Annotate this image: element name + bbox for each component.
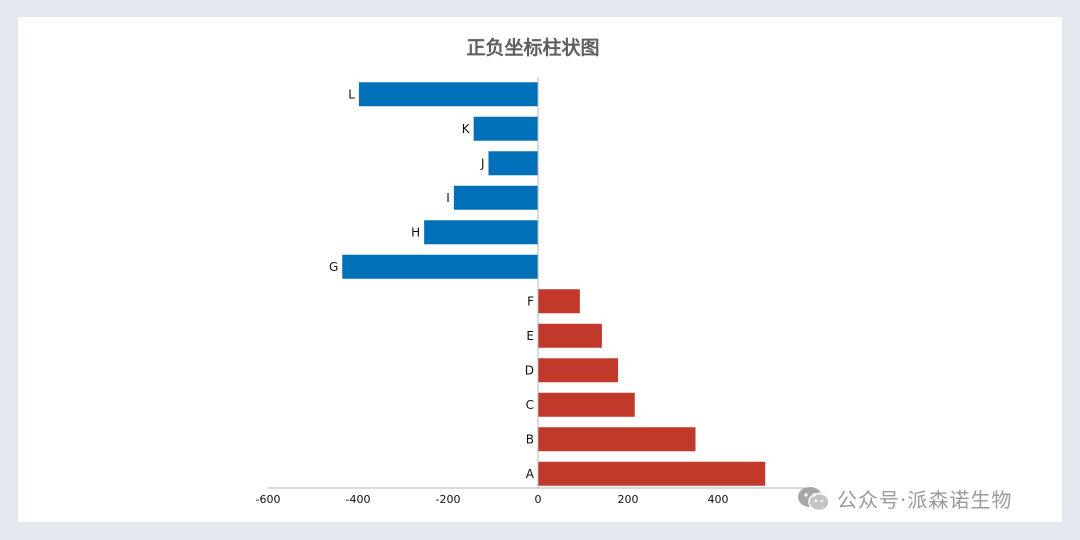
category-label-K: K bbox=[462, 122, 471, 136]
x-tick-label: 200 bbox=[618, 493, 639, 506]
bar-G bbox=[342, 254, 538, 279]
bar-A bbox=[538, 461, 766, 486]
category-label-F: F bbox=[527, 294, 534, 308]
category-label-B: B bbox=[526, 432, 534, 446]
category-label-I: I bbox=[446, 191, 450, 205]
x-tick-label: -400 bbox=[346, 493, 371, 506]
category-label-D: D bbox=[525, 363, 534, 377]
bar-K bbox=[473, 116, 538, 141]
bar-H bbox=[424, 220, 538, 245]
chart-panel: 正负坐标柱状图 A B C D E F G H I J K L -600 -400 -200 0 200 400… bbox=[18, 17, 1062, 522]
category-label-L: L bbox=[348, 87, 355, 101]
bar-D bbox=[538, 358, 619, 383]
bar-chart: 正负坐标柱状图 A B C D E F G H I J K L -600 -400 -200 0 200 400… bbox=[256, 36, 815, 506]
watermark-text: 公众号·派森诺生物 bbox=[837, 488, 1013, 512]
category-label-A: A bbox=[526, 467, 535, 481]
watermark: 公众号·派森诺生物 bbox=[797, 484, 1012, 513]
bar-F bbox=[538, 289, 580, 314]
category-label-J: J bbox=[480, 156, 485, 170]
chart-title: 正负坐标柱状图 bbox=[466, 36, 599, 59]
bar-C bbox=[538, 392, 635, 417]
category-label-C: C bbox=[526, 398, 534, 412]
wechat-icon bbox=[798, 486, 830, 511]
category-label-E: E bbox=[526, 329, 534, 343]
x-tick-label: -600 bbox=[256, 493, 281, 506]
bar-J bbox=[488, 151, 538, 176]
x-tick-label: 400 bbox=[708, 493, 729, 506]
bar-I bbox=[453, 185, 538, 210]
bar-E bbox=[538, 323, 602, 348]
x-tick-label: -200 bbox=[436, 493, 461, 506]
x-tick-label: 0 bbox=[535, 493, 542, 506]
category-label-H: H bbox=[411, 225, 420, 239]
category-label-G: G bbox=[329, 260, 338, 274]
bar-L bbox=[358, 82, 538, 107]
bar-B bbox=[538, 427, 696, 452]
